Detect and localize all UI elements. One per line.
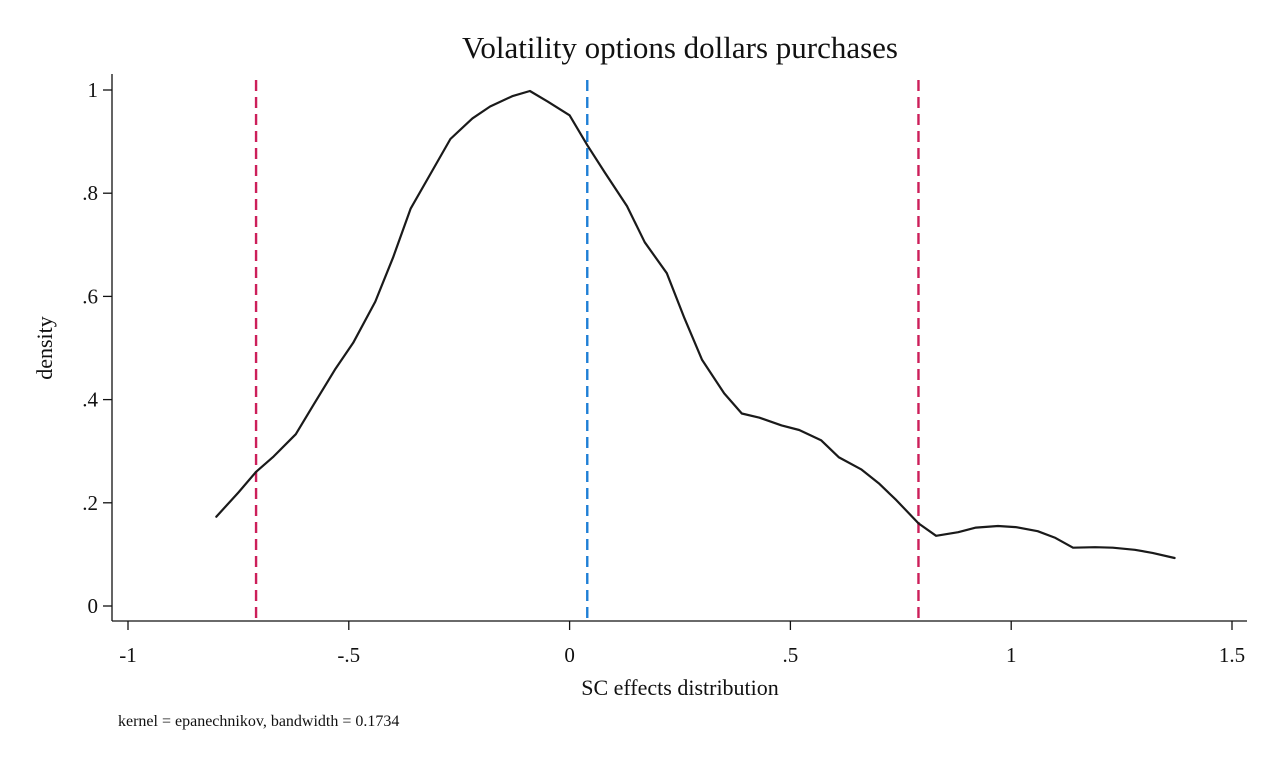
kernel-note: kernel = epanechnikov, bandwidth = 0.173… bbox=[118, 713, 399, 730]
y-tick-label: .8 bbox=[82, 181, 98, 205]
y-tick-label: 0 bbox=[88, 594, 99, 618]
y-tick-label: 1 bbox=[88, 78, 99, 102]
x-tick-label: 0 bbox=[564, 643, 575, 667]
x-tick-label: 1 bbox=[1006, 643, 1017, 667]
chart-title: Volatility options dollars purchases bbox=[462, 30, 898, 65]
x-axis-label: SC effects distribution bbox=[581, 675, 779, 700]
y-tick-label: .2 bbox=[82, 491, 98, 515]
x-tick-label: -.5 bbox=[337, 643, 360, 667]
y-axis-ticks: 0 .2 .4 .6 .8 1 bbox=[82, 78, 112, 618]
density-curve bbox=[215, 89, 1176, 560]
plot-area bbox=[215, 80, 1176, 621]
y-axis-label: density bbox=[32, 316, 57, 380]
x-tick-label: -1 bbox=[119, 643, 137, 667]
x-tick-label: 1.5 bbox=[1219, 643, 1245, 667]
y-tick-label: .4 bbox=[82, 388, 98, 412]
x-tick-label: .5 bbox=[783, 643, 799, 667]
x-axis-ticks: -1 -.5 0 .5 1 1.5 bbox=[119, 621, 1245, 667]
y-tick-label: .6 bbox=[82, 284, 98, 308]
